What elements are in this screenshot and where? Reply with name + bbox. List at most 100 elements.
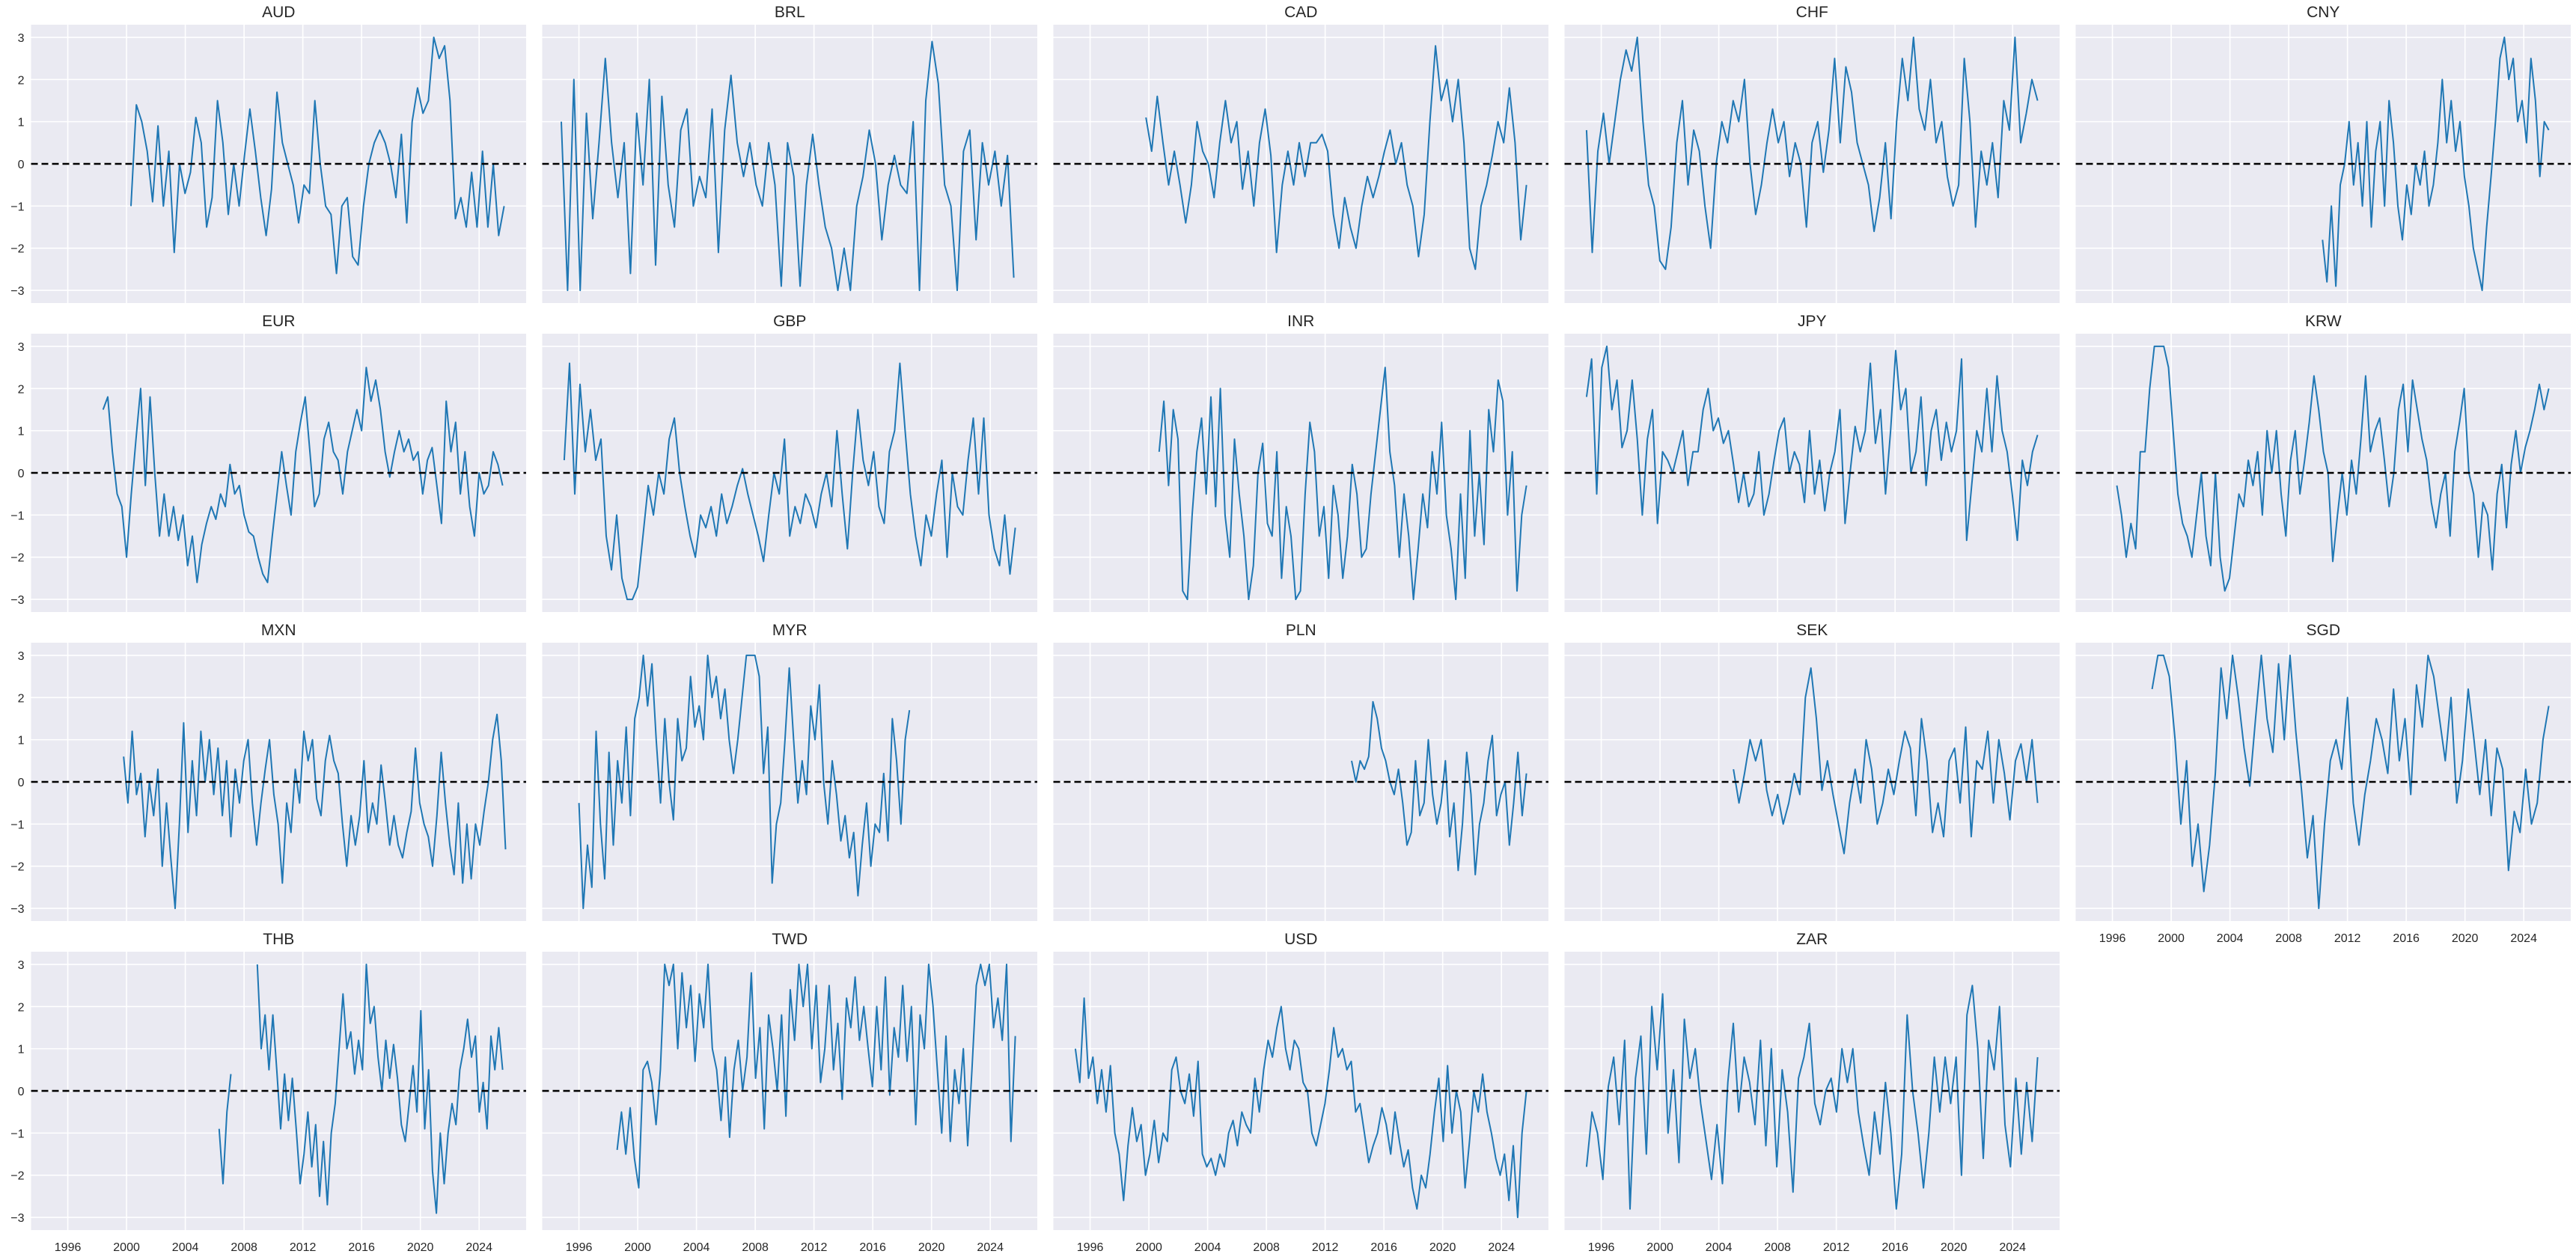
y-tick-label: 2 — [18, 74, 25, 87]
series-line-mxn — [123, 713, 507, 910]
panel-title: AUD — [262, 4, 295, 21]
y-tick-label: 1 — [18, 117, 25, 129]
y-tick-label: −3 — [10, 285, 24, 298]
y-tick-label: −2 — [10, 861, 24, 874]
x-tick-label: 2012 — [2334, 932, 2361, 945]
y-tick-label: 1 — [18, 426, 25, 438]
panel-title: BRL — [775, 4, 805, 21]
panel-title: PLN — [1286, 622, 1316, 639]
y-tick-label: −3 — [10, 1212, 24, 1225]
x-tick-label: 2000 — [113, 1241, 140, 1254]
x-tick-label: 1996 — [1077, 1241, 1104, 1254]
panel-thb: THB −3 −2 −1 0 1 2 3 1996 2000 2004 2008 2012 2016 202… — [10, 931, 526, 1254]
x-tick-label: 1996 — [55, 1241, 82, 1254]
panel-title: EUR — [262, 313, 295, 330]
y-tick-label: 2 — [18, 1001, 25, 1014]
x-tick-label: 2016 — [348, 1241, 375, 1254]
panel-title: USD — [1284, 931, 1317, 948]
panel-usd: USD 1996 2000 2004 2008 2012 2016 2020 2024 — [1053, 931, 1548, 1254]
x-tick-label: 2024 — [1999, 1241, 2026, 1254]
y-tick-label: 0 — [18, 777, 25, 789]
y-tick-label: 3 — [18, 341, 25, 354]
panel-aud: AUD −3 −2 −1 0 1 2 3 — [10, 4, 526, 303]
x-tick-label: 2000 — [624, 1241, 651, 1254]
y-tick-label: 3 — [18, 650, 25, 663]
series-line-myr — [578, 654, 911, 910]
series-line-thb — [218, 1074, 232, 1184]
panel-title: INR — [1287, 313, 1314, 330]
panel-mxn: MXN −3 −2 −1 0 1 2 3 — [10, 622, 526, 921]
panel-title: SEK — [1796, 622, 1828, 639]
series-line-usd — [1074, 997, 1527, 1219]
series-line-pln — [1351, 700, 1527, 875]
x-tick-label: 1996 — [1588, 1241, 1615, 1254]
x-tick-label: 2008 — [742, 1241, 769, 1254]
x-tick-label: 2000 — [1135, 1241, 1162, 1254]
series-line-cad — [1145, 45, 1527, 270]
panel-title: JPY — [1798, 313, 1827, 330]
x-tick-label: 2008 — [2275, 932, 2302, 945]
y-tick-label: 0 — [18, 1086, 25, 1098]
y-tick-label: −2 — [10, 243, 24, 256]
panel-title: MYR — [772, 622, 808, 639]
x-tick-label: 2004 — [2217, 932, 2244, 945]
x-tick-label: 2004 — [1194, 1241, 1221, 1254]
x-tick-label: 2008 — [1764, 1241, 1791, 1254]
series-line-sek — [1733, 667, 2039, 854]
panel-chf: CHF — [1564, 4, 2060, 303]
y-tick-label: 0 — [18, 468, 25, 480]
x-tick-label: 2024 — [466, 1241, 492, 1254]
panel-gbp: GBP — [542, 313, 1037, 612]
panel-myr: MYR — [542, 622, 1037, 921]
x-tick-label: 2012 — [290, 1241, 317, 1254]
x-tick-label: 2016 — [1881, 1241, 1908, 1254]
x-tick-label: 2020 — [407, 1241, 434, 1254]
panel-cad: CAD — [1053, 4, 1548, 303]
x-tick-label: 2020 — [1429, 1241, 1456, 1254]
x-tick-label: 2012 — [1823, 1241, 1850, 1254]
series-line-inr — [1158, 367, 1527, 601]
panel-title: MXN — [261, 622, 296, 639]
x-tick-label: 2008 — [231, 1241, 257, 1254]
series-line-thb — [256, 963, 504, 1214]
panel-inr: INR — [1053, 313, 1548, 612]
y-tick-label: −1 — [10, 819, 24, 831]
series-line-aud — [130, 36, 505, 275]
panel-sgd: SGD 1996 2000 2004 2008 2012 2016 2020 2024 — [2075, 622, 2571, 945]
x-tick-label: 2016 — [1370, 1241, 1397, 1254]
panel-twd: TWD 1996 2000 2004 2008 2012 2016 2020 2024 — [542, 931, 1037, 1254]
x-tick-label: 2000 — [2158, 932, 2185, 945]
y-tick-label: 0 — [18, 159, 25, 171]
x-tick-label: 2020 — [1941, 1241, 1968, 1254]
y-tick-label: −2 — [10, 552, 24, 565]
panel-title: THB — [263, 931, 294, 948]
panel-cny: CNY — [2075, 4, 2571, 303]
y-tick-label: 2 — [18, 692, 25, 705]
x-tick-label: 2004 — [683, 1241, 710, 1254]
panel-title: ZAR — [1796, 931, 1828, 948]
y-tick-label: −1 — [10, 510, 24, 522]
y-tick-label: −1 — [10, 1128, 24, 1140]
x-tick-label: 2012 — [1312, 1241, 1339, 1254]
x-tick-label: 2004 — [172, 1241, 199, 1254]
x-tick-label: 2016 — [859, 1241, 886, 1254]
series-line-twd — [616, 963, 1016, 1189]
panel-pln: PLN — [1053, 622, 1548, 921]
x-tick-label: 2004 — [1706, 1241, 1733, 1254]
series-line-zar — [1585, 985, 2039, 1210]
panel-title: CNY — [2307, 4, 2340, 21]
series-line-eur — [102, 367, 504, 584]
panel-krw: KRW — [2075, 313, 2571, 612]
x-tick-label: 2024 — [2510, 932, 2537, 945]
series-line-krw — [2116, 345, 2550, 592]
x-tick-label: 1996 — [2099, 932, 2126, 945]
panel-eur: EUR −3 −2 −1 0 1 2 3 — [10, 313, 526, 612]
x-tick-label: 2020 — [2452, 932, 2479, 945]
x-tick-label: 2024 — [977, 1241, 1004, 1254]
panel-jpy: JPY — [1564, 313, 2060, 612]
x-tick-label: 2016 — [2393, 932, 2420, 945]
panel-title: GBP — [773, 313, 806, 330]
x-tick-label: 2020 — [918, 1241, 945, 1254]
series-line-brl — [561, 40, 1015, 292]
x-tick-label: 2024 — [1488, 1241, 1515, 1254]
